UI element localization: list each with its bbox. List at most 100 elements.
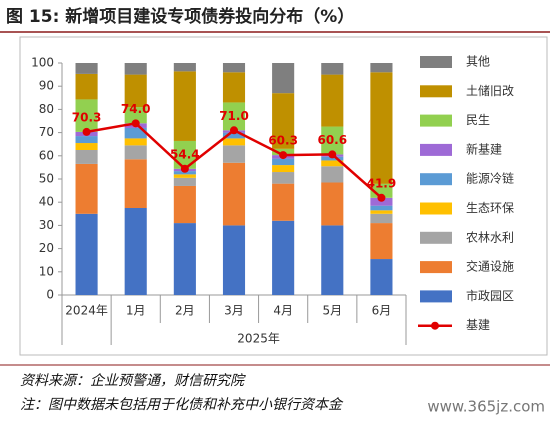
y-tick-label: 70 [39,125,54,139]
bar-segment [222,63,246,73]
bar-segment [321,160,344,167]
legend-label: 市政园区 [466,288,514,303]
bar-segment [370,223,393,260]
bar-segment [173,63,196,72]
legend-swatch [431,321,439,330]
data-label: 60.3 [268,134,298,148]
bar-segment [75,73,98,100]
x-tick-label: 3月 [224,304,244,318]
legend-label: 民生 [466,113,490,127]
y-tick-label: 0 [46,288,54,302]
source: 资料来源：企业预警通，财信研究院 [20,373,246,389]
x-group-label: 2025年 [237,332,280,346]
bar-segment [222,145,246,163]
bar-segment [272,158,295,166]
y-tick-label: 80 [39,102,54,116]
bar-segment [272,63,295,94]
bar-segment [321,156,344,161]
legend-swatch [420,143,452,156]
bar-segment [173,140,196,169]
bar-segment [124,145,147,160]
bar-segment [272,220,295,295]
bar-segment [173,71,196,141]
line-point [279,151,288,160]
bar-segment [321,225,344,295]
y-tick-label: 10 [39,264,54,278]
x-tick-label: 4月 [273,304,293,318]
bar-segment [173,174,196,178]
legend-swatch [420,290,452,303]
data-label: 70.3 [72,110,102,124]
legend-swatch [420,173,452,186]
bar-segment [222,162,246,226]
y-tick-label: 40 [39,195,54,209]
legend-label: 农林水利 [466,230,514,244]
y-tick-label: 60 [39,148,54,162]
bar-segment [370,213,393,224]
bar-segment [124,208,147,295]
legend-swatch [420,85,452,98]
x-tick-label: 2月 [175,304,195,318]
legend-swatch [420,202,452,215]
note: 注：图中数据未包括用于化债和补充中小银行资本金 [20,397,344,413]
legend-label: 生态环保 [466,201,514,215]
bar-segment [173,177,196,186]
data-label: 54.4 [170,147,200,161]
bar-segment [370,72,393,184]
bar-segment [272,172,295,184]
bar-segment [124,74,147,108]
line-point [131,119,140,128]
line-point [230,126,238,135]
y-tick-label: 50 [39,172,54,186]
bar-segment [173,223,196,295]
bar-segment [272,165,295,173]
y-tick-label: 100 [31,56,54,70]
line-point [328,150,337,159]
bar-segment [272,183,295,221]
legend-label: 其他 [466,55,490,69]
legend-label: 新基建 [466,141,502,156]
bar-segment [370,63,393,73]
bar-segment [75,99,98,132]
bar-segment [222,225,246,295]
chart-title: 图 15: 新增项目建设专项债券投向分布（%） [6,6,354,27]
bar-segment [75,136,98,144]
bar-segment [124,63,147,75]
bar-segment [173,185,196,224]
line-point [180,164,189,173]
bar-segment [370,205,393,211]
bar-segment [124,138,147,146]
bar-segment [75,63,98,74]
chart-frame [19,36,548,356]
bar-segment [222,102,246,131]
bar-segment [321,126,344,155]
data-label: 74.0 [121,102,151,116]
legend-swatch [420,114,452,127]
bar-segment [370,259,393,295]
bar-segment [222,138,246,146]
bar-segment [124,127,147,139]
bar-segment [75,213,98,295]
bar-segment [321,166,344,183]
legend-label: 基建 [466,318,490,332]
x-tick-label: 5月 [322,304,342,318]
y-tick-label: 90 [39,79,54,93]
bar-segment [370,210,393,214]
x-tick-label: 2024年 [65,304,108,318]
legend-label: 交通设施 [466,259,514,274]
x-tick-label: 1月 [126,304,146,318]
data-label: 41.9 [367,176,397,190]
bar-segment [272,93,295,149]
bar-segment [321,182,344,226]
line-point [82,127,91,136]
data-label: 60.6 [317,133,347,147]
y-tick-label: 30 [39,218,54,232]
data-label: 71.0 [219,109,249,123]
bar-segment [222,72,246,103]
legend-swatch [420,56,452,68]
bar-segment [75,163,98,214]
bar-segment [321,74,344,127]
bar-segment [75,143,98,150]
legend-swatch [420,231,452,244]
